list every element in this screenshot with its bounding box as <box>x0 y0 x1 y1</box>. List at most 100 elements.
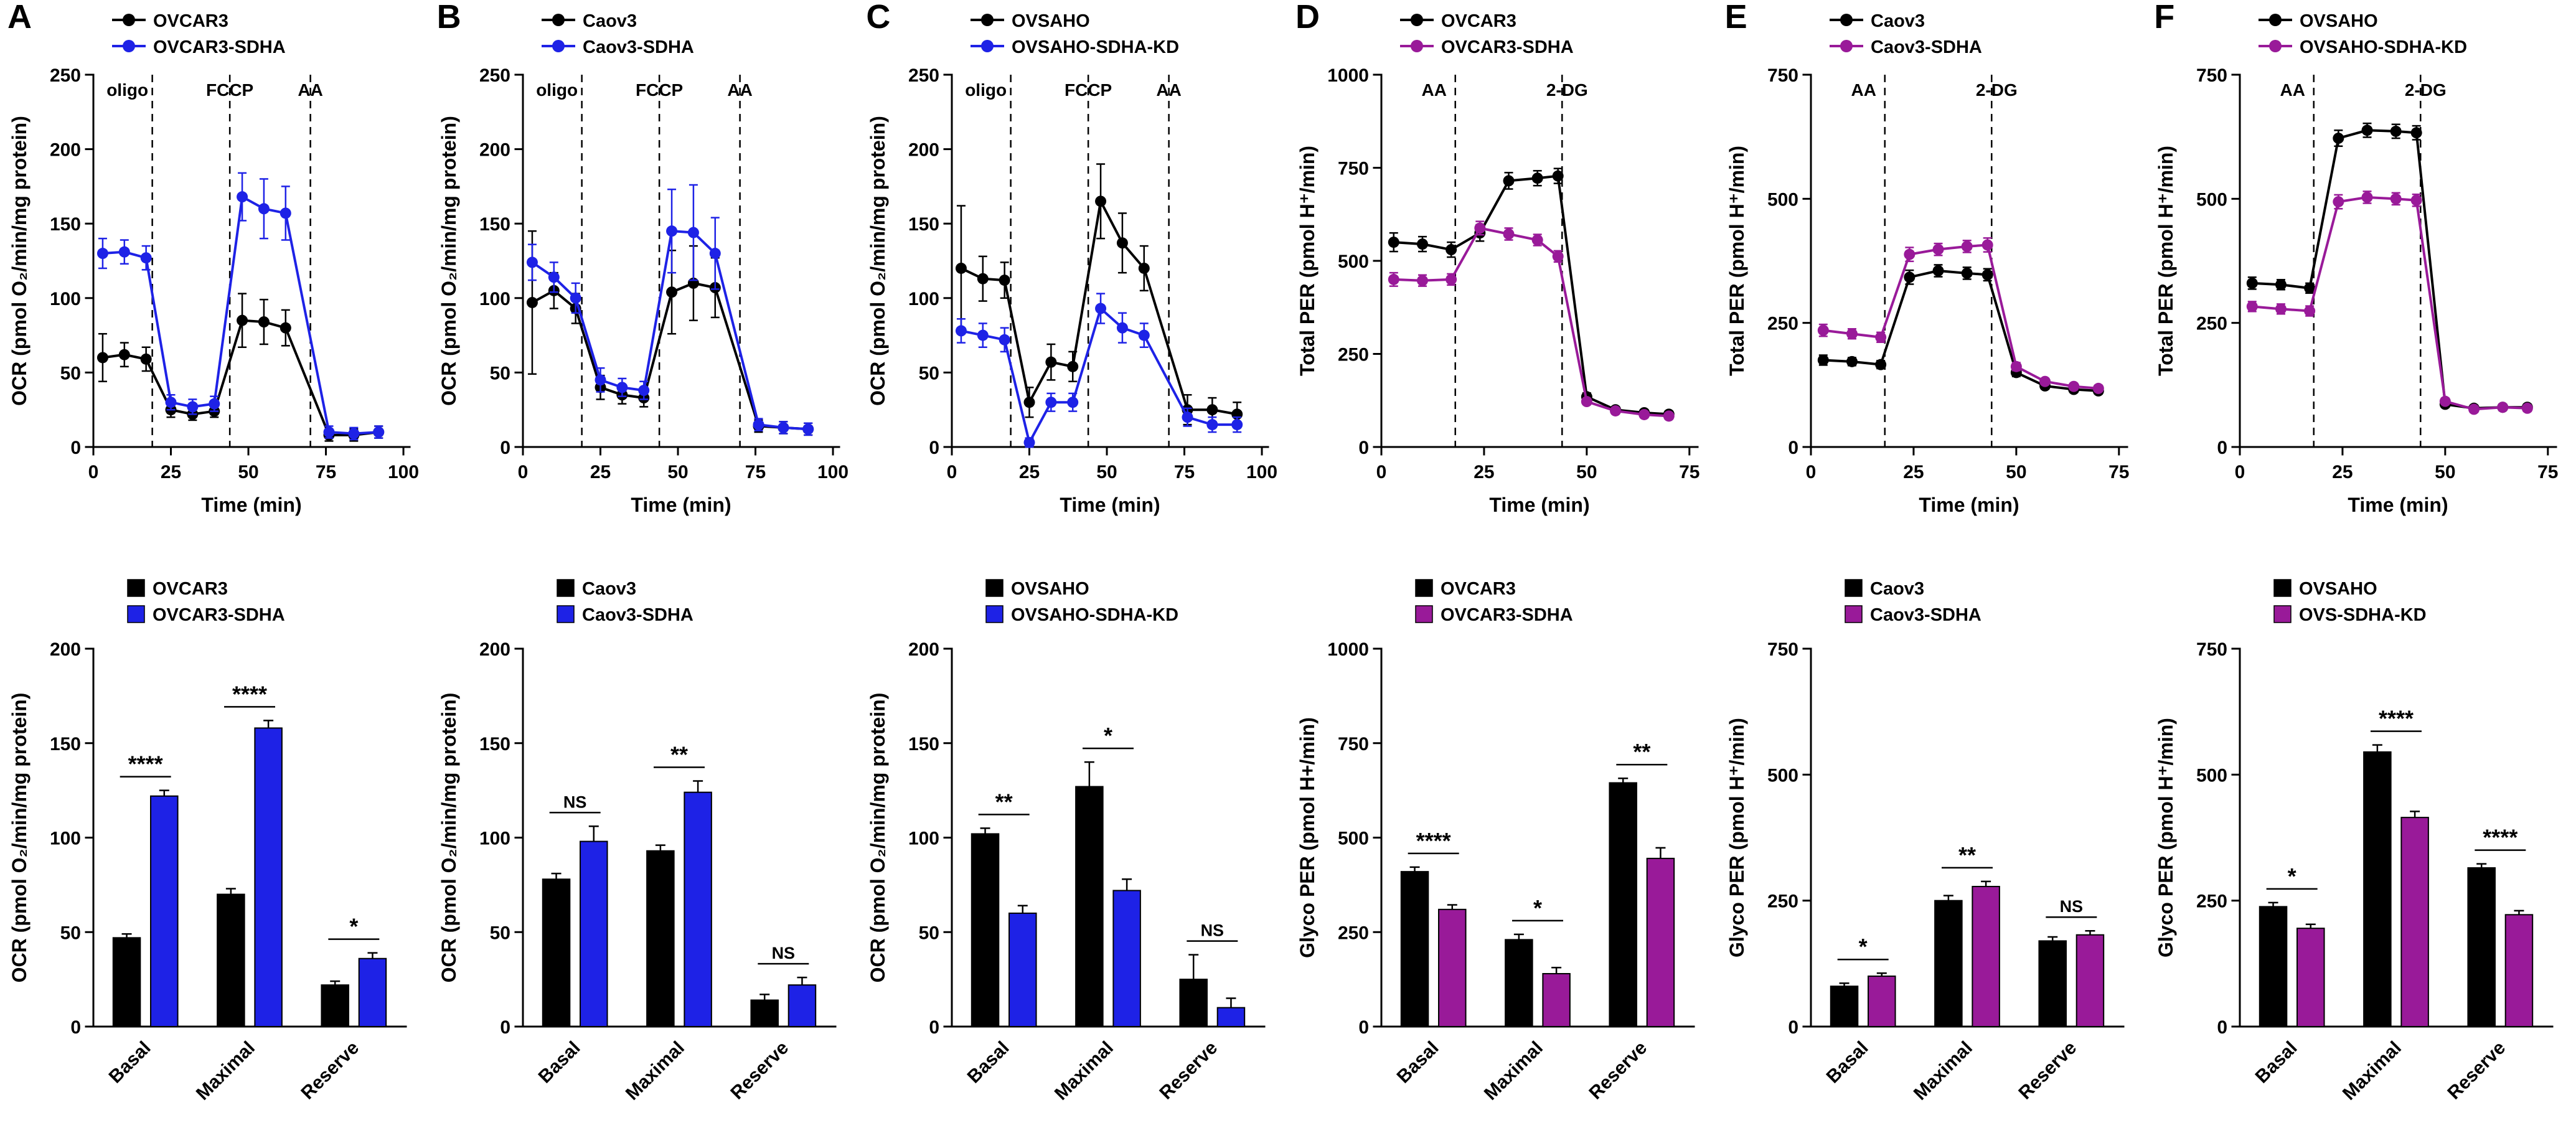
data-point <box>2333 196 2344 208</box>
x-tick-label: 0 <box>88 462 99 482</box>
data-point <box>280 322 291 334</box>
panel-d-per-line-chart: OVCAR3 OVCAR3-SDHA 0 250 500 750 1000 0 25 50 75 To… <box>1296 11 1699 516</box>
y-tick-label: 150 <box>50 734 81 755</box>
significance-label: **** <box>2379 706 2414 731</box>
series-Caov3-SDHA <box>1817 237 2104 394</box>
axes <box>2231 73 2557 456</box>
y-tick-label: 100 <box>479 289 510 309</box>
data-point <box>1023 397 1035 408</box>
y-tick-label: 500 <box>1767 765 1798 786</box>
panel-a-ocr-bar-chart: OVCAR3 OVCAR3-SDHA 0 50 100 150 200 OCR (pmol O… <box>8 579 407 1104</box>
legend: OVCAR3 OVCAR3-SDHA <box>112 11 286 57</box>
category-label: Maximal <box>622 1038 689 1104</box>
legend-label: Caov3 <box>582 579 636 599</box>
x-tick-label: 25 <box>1474 462 1494 482</box>
bar-OVSAHO-Maximal <box>1075 786 1104 1027</box>
bar-OVCAR3-Maximal <box>217 893 245 1027</box>
data-point <box>637 385 649 397</box>
data-point <box>665 286 677 298</box>
data-point <box>1903 271 1915 283</box>
event-label: oligo <box>536 80 578 100</box>
legend: Caov3 Caov3-SDHA <box>1829 11 1982 57</box>
series-Caov3 <box>1817 264 2104 397</box>
x-tick-label: 0 <box>517 462 528 482</box>
data-point <box>165 397 177 408</box>
data-point <box>1874 331 1886 343</box>
panel-f-label: F <box>2154 0 2175 35</box>
x-axis-label: Time (min) <box>2348 494 2448 516</box>
y-tick-label: 500 <box>1338 829 1369 849</box>
panel-e-glyco-per-bar-chart: Caov3 Caov3-SDHA 0 250 500 750 Glyco PER (pmol… <box>1726 579 2125 1104</box>
legend-label: OVCAR3 <box>153 11 228 31</box>
data-point <box>1445 244 1457 256</box>
category-label: Reserve <box>2014 1038 2080 1104</box>
y-axis-label: Total PER (pmol H⁺/min) <box>1726 146 1748 376</box>
y-tick-label: 50 <box>919 923 939 943</box>
x-axis-label: Time (min) <box>631 494 731 516</box>
y-axis-label: OCR (pmol O₂/min/mg protein) <box>8 693 31 983</box>
data-point <box>2333 133 2344 144</box>
category-label: Basal <box>1393 1038 1443 1088</box>
data-point <box>1981 239 1993 251</box>
legend-label: Caov3 <box>583 11 637 31</box>
data-point <box>2039 375 2051 387</box>
data-point <box>753 419 764 431</box>
y-tick-label: 200 <box>50 639 81 660</box>
category-label: Maximal <box>192 1038 259 1104</box>
x-tick-label: 25 <box>1019 462 1040 482</box>
x-axis-label: Time (min) <box>1489 494 1589 516</box>
x-tick-label: 0 <box>1805 462 1816 482</box>
x-tick-label: 100 <box>817 462 848 482</box>
data-point <box>1388 273 1399 285</box>
data-point <box>1846 328 1858 340</box>
category-label: Reserve <box>297 1038 363 1104</box>
legend-label: OVCAR3 <box>1441 579 1516 599</box>
event-label: FCCP <box>206 80 253 100</box>
data-point <box>1117 237 1129 249</box>
y-tick-label: 250 <box>1767 891 1798 912</box>
legend-marker <box>1415 579 1433 597</box>
bar-OVCAR3-SDHA-Basal <box>1438 908 1467 1028</box>
legend: Caov3 Caov3-SDHA <box>541 11 694 57</box>
y-tick-label: 0 <box>2217 1017 2228 1038</box>
y-axis-label: Total PER (pmol H⁺/min) <box>1296 146 1319 376</box>
legend: Caov3 Caov3-SDHA <box>556 579 693 625</box>
axes <box>514 647 837 1028</box>
y-tick-label: 750 <box>2196 639 2227 660</box>
y-tick-label: 500 <box>1767 189 1798 210</box>
axes <box>85 73 411 456</box>
event-label: oligo <box>106 80 148 100</box>
data-point <box>2390 193 2402 205</box>
y-tick-label: 0 <box>70 1017 81 1038</box>
legend-label: OVSAHO <box>1011 579 1089 599</box>
y-tick-label: 750 <box>1338 159 1369 179</box>
panel-f-per-line-chart: OVSAHO OVSAHO-SDHA-KD 0 250 500 750 0 25 50 75 Tot… <box>2155 11 2558 516</box>
data-point <box>1067 397 1079 408</box>
data-point <box>956 262 967 274</box>
legend-label: OVCAR3-SDHA <box>1441 37 1574 57</box>
y-tick-label: 1000 <box>1327 639 1369 660</box>
y-tick-label: 250 <box>1338 345 1369 365</box>
x-tick-label: 75 <box>1174 462 1195 482</box>
bar-Caov3-SDHA-Maximal <box>684 791 712 1027</box>
series-OVCAR3 <box>96 293 385 442</box>
significance-label: * <box>349 914 358 939</box>
legend-label: OVSAHO <box>2300 11 2378 31</box>
data-point <box>2468 403 2480 415</box>
y-tick-label: 50 <box>60 363 81 383</box>
y-tick-label: 150 <box>50 214 81 235</box>
data-point <box>665 225 677 237</box>
axes <box>514 73 840 456</box>
significance-label: NS <box>1201 921 1225 940</box>
data-point <box>258 203 270 215</box>
legend-marker <box>556 605 575 623</box>
axes <box>1802 647 2125 1028</box>
y-tick-label: 750 <box>1767 639 1798 660</box>
panel-e: E Caov3 Caov3-SDHA 0 250 500 750 0 25 50 75 Total … <box>1718 0 2147 1138</box>
data-point <box>977 329 989 341</box>
significance-label: **** <box>1416 828 1451 854</box>
data-point <box>570 292 581 304</box>
y-axis-label: Glyco PER (pmol H⁺/min) <box>2155 718 2177 957</box>
data-point <box>548 271 560 283</box>
